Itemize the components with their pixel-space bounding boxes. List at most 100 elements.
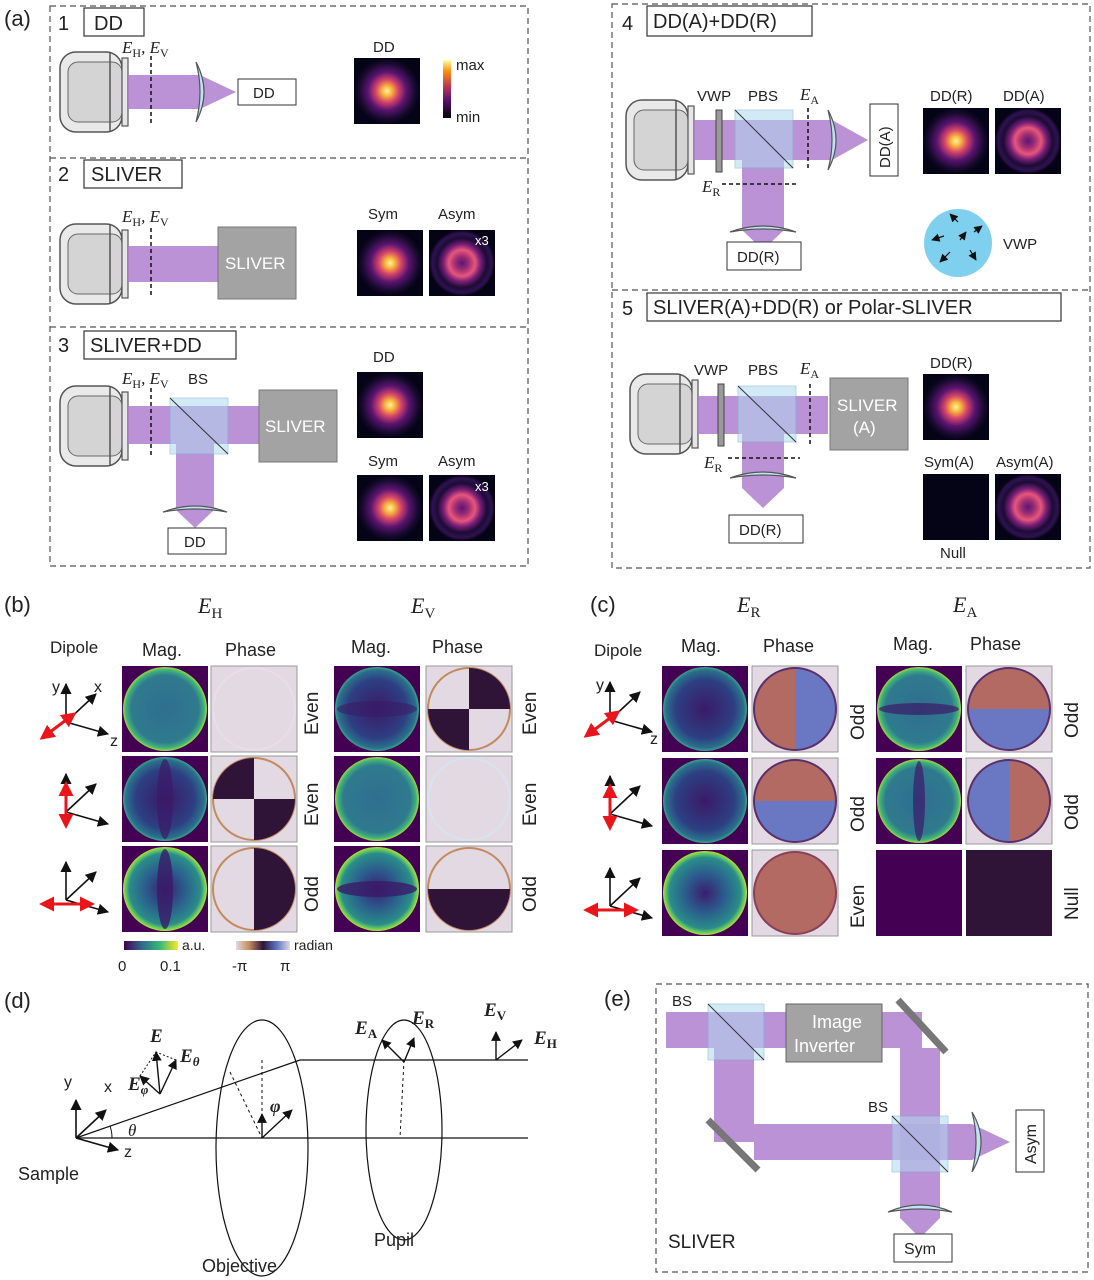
svg-text:E: E (149, 1026, 163, 1047)
svg-text:EA: EA (799, 85, 819, 107)
svg-text:Asym: Asym (438, 206, 476, 223)
panel-label-b: (b) (4, 592, 31, 617)
svg-text:(A): (A) (853, 418, 876, 437)
svg-text:BS: BS (672, 993, 692, 1010)
svg-text:Even: Even (520, 692, 541, 735)
svg-text:max: max (456, 57, 485, 74)
svg-text:PBS: PBS (748, 88, 778, 105)
svg-text:z: z (124, 1144, 132, 1161)
svg-text:Eφ: Eφ (127, 1074, 149, 1097)
svg-text:φ: φ (270, 1096, 281, 1116)
svg-text:z: z (110, 733, 118, 750)
svg-text:DD(R): DD(R) (930, 88, 973, 105)
svg-text:y: y (52, 679, 60, 696)
svg-text:EH: EH (197, 593, 222, 622)
section-1-title: DD (94, 13, 123, 35)
psf-image-asym (429, 230, 495, 296)
svg-text:EH, EV: EH, EV (121, 38, 169, 60)
panel-label-c: (c) (590, 592, 616, 617)
section-2-title: SLIVER (91, 164, 162, 186)
svg-text:Asym(A): Asym(A) (996, 454, 1054, 471)
svg-text:Mag.: Mag. (681, 636, 721, 656)
svg-text:Phase: Phase (432, 637, 483, 657)
svg-text:π: π (280, 958, 290, 975)
svg-text:x3: x3 (475, 233, 489, 248)
svg-text:SLIVER: SLIVER (837, 396, 897, 415)
svg-text:DD: DD (373, 349, 395, 366)
svg-text:Dipole: Dipole (594, 641, 642, 660)
svg-text:Asym: Asym (1023, 1124, 1040, 1164)
svg-text:Eθ: Eθ (179, 1046, 200, 1069)
colorbar-inferno (443, 60, 451, 118)
svg-text:Odd: Odd (848, 796, 869, 832)
svg-text:EA: EA (354, 1018, 378, 1041)
section-5-title: SLIVER(A)+DD(R) or Polar-SLIVER (653, 297, 973, 319)
svg-text:y: y (596, 677, 604, 694)
svg-text:Asym: Asym (438, 453, 476, 470)
svg-text:Dipole: Dipole (50, 638, 98, 657)
panel-label-a: (a) (4, 6, 31, 31)
panel-a-left: 1 DD EH, EV DD DD max min 2 SLIVER EH, E… (49, 5, 529, 567)
svg-text:5: 5 (622, 298, 633, 320)
vwp-disc (924, 209, 992, 277)
svg-text:ER: ER (703, 453, 722, 475)
svg-text:Odd: Odd (302, 876, 323, 912)
colorbar-viridis (124, 941, 178, 950)
svg-text:VWP: VWP (697, 88, 731, 105)
svg-text:0.1: 0.1 (160, 958, 181, 975)
section-4-title: DD(A)+DD(R) (653, 11, 777, 33)
panel-c: ER EA Dipole Mag. Phase Mag. Phase y z Od… (583, 592, 1083, 937)
svg-text:Image: Image (812, 1012, 862, 1032)
panel-label-e: (e) (604, 986, 631, 1011)
panel-label-d: (d) (4, 988, 31, 1013)
svg-text:min: min (456, 109, 480, 126)
svg-text:x: x (104, 1079, 112, 1096)
svg-text:Even: Even (520, 783, 541, 826)
svg-text:Odd: Odd (1062, 702, 1083, 738)
svg-text:Even: Even (302, 692, 323, 735)
svg-text:EH, EV: EH, EV (121, 369, 169, 391)
svg-text:Phase: Phase (763, 636, 814, 656)
svg-text:EV: EV (483, 1000, 507, 1023)
colorbar-twilight (236, 941, 290, 950)
svg-text:DD(R): DD(R) (737, 249, 780, 266)
svg-text:Odd: Odd (520, 876, 541, 912)
svg-text:Mag.: Mag. (351, 637, 391, 657)
psf-image-dd (354, 58, 420, 124)
svg-text:-π: -π (232, 958, 247, 975)
svg-text:SLIVER: SLIVER (265, 417, 325, 436)
svg-text:PBS: PBS (748, 362, 778, 379)
panel-d: y x z θ φ E Eθ Eφ EA ER EV EH Sample Obj… (18, 1000, 557, 1277)
svg-text:Sym: Sym (368, 206, 398, 223)
svg-text:BS: BS (868, 1099, 888, 1116)
psf-image-sym (357, 230, 423, 296)
svg-text:Even: Even (848, 885, 869, 928)
svg-text:Sym: Sym (904, 1241, 936, 1258)
svg-text:EA: EA (799, 359, 819, 381)
svg-text:Phase: Phase (225, 640, 276, 660)
svg-text:ER: ER (736, 592, 760, 621)
svg-text:radian: radian (294, 937, 333, 953)
svg-text:SLIVER: SLIVER (225, 254, 285, 273)
svg-text:DD(A): DD(A) (1003, 88, 1045, 105)
svg-text:SLIVER: SLIVER (668, 1232, 736, 1253)
svg-text:Mag.: Mag. (893, 634, 933, 654)
svg-text:x3: x3 (475, 479, 489, 494)
svg-text:DD(A): DD(A) (877, 126, 894, 168)
svg-text:Phase: Phase (970, 634, 1021, 654)
svg-text:Null: Null (940, 545, 966, 562)
svg-text:Odd: Odd (848, 704, 869, 740)
svg-text:DD(R): DD(R) (739, 522, 782, 539)
svg-text:DD: DD (184, 534, 206, 551)
svg-text:Objective: Objective (202, 1256, 277, 1276)
svg-text:EA: EA (952, 592, 977, 621)
svg-text:a.u.: a.u. (182, 937, 205, 953)
svg-text:Odd: Odd (1062, 794, 1083, 830)
svg-text:VWP: VWP (694, 362, 728, 379)
svg-text:DD: DD (253, 85, 275, 102)
svg-text:DD: DD (373, 39, 395, 56)
svg-text:Even: Even (302, 783, 323, 826)
svg-text:VWP: VWP (1003, 236, 1037, 253)
svg-text:Pupil: Pupil (374, 1230, 414, 1250)
